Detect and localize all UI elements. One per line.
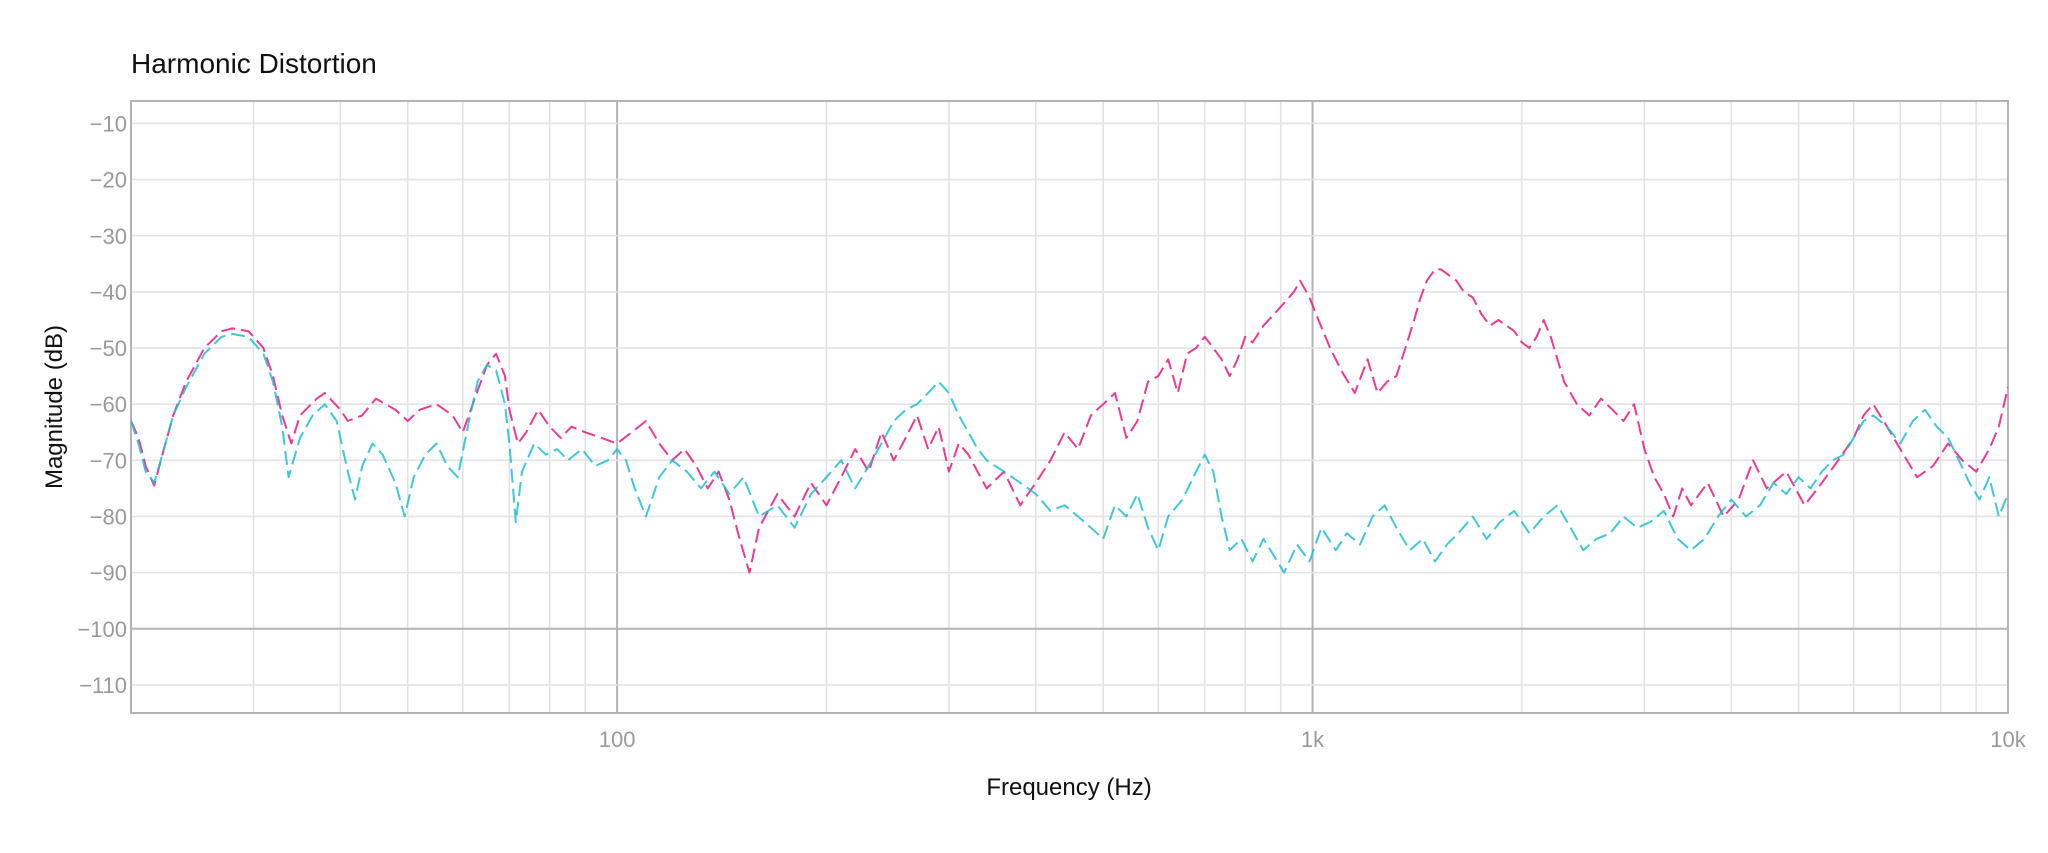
y-tick-label: −60 [90,392,127,417]
x-tick-label: 10k [1990,727,2026,752]
series-group [131,268,2008,574]
series-line-2 [131,333,2008,574]
y-tick-label: −80 [90,504,127,529]
plot-frame [130,100,2009,714]
y-tick-label: −20 [90,168,127,193]
y-tick-label: −40 [90,280,127,305]
y-tick-label: −100 [77,617,127,642]
x-tick-label: 100 [599,727,636,752]
y-tick-label: −90 [90,561,127,586]
chart-title: Harmonic Distortion [131,48,377,79]
y-axis-label: Magnitude (dB) [41,325,68,489]
series-line-1 [131,268,2008,574]
y-tick-label: −110 [79,673,127,698]
y-tick-label: −10 [90,111,127,136]
grid [130,101,2008,713]
x-axis-label: Frequency (Hz) [986,774,1151,801]
y-axis-ticks: −10 −20 −30 −40 −50 −60 −70 −80 −90 −100 −110 [77,111,127,697]
y-tick-label: −30 [90,224,127,249]
x-tick-label: 1k [1301,727,1325,752]
x-axis-ticks: 100 1k 10k [599,727,2027,752]
y-tick-label: −70 [90,448,127,473]
y-tick-label: −50 [90,336,127,361]
